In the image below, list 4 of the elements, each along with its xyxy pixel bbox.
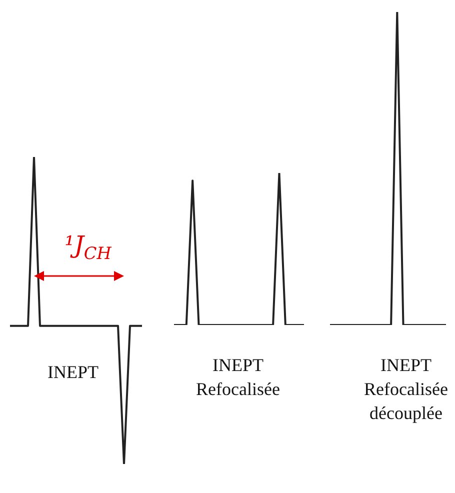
annotation: INEPT [48,362,98,382]
annotation: ¹J$_{CH}$ [64,231,112,263]
text: INEPT Refocalisée découplée [364,355,448,423]
text: INEPT Refocalisée [196,355,280,399]
